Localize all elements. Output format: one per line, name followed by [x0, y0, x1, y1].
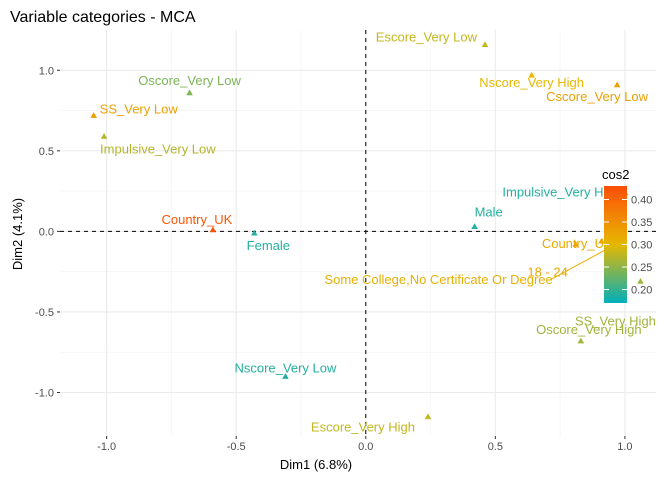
x-tick-label: -0.5 — [227, 441, 246, 453]
point-marker — [424, 413, 432, 420]
point-group: Female — [247, 229, 290, 253]
point-group: SS_Very Low — [90, 101, 179, 118]
x-tick-label: 0.5 — [488, 441, 503, 453]
point-marker — [282, 373, 289, 379]
y-tick-label: -1.0 — [35, 388, 54, 400]
point-label: Oscore_Very Low — [138, 73, 241, 88]
legend-title: cos2 — [602, 167, 629, 182]
x-tick-label: -1.0 — [97, 441, 116, 453]
point-label: Escore_Very Low — [376, 30, 478, 45]
point-label: Impulsive_Very High — [502, 185, 621, 200]
point-label: Some College,No Certificate Or Degree — [324, 272, 552, 287]
point-marker — [572, 240, 579, 247]
point-marker — [481, 41, 489, 47]
point-label: Male — [475, 205, 503, 220]
point-marker — [577, 337, 585, 344]
x-tick-label: 0.0 — [358, 441, 373, 453]
point-group: Oscore_Very High — [536, 322, 642, 344]
point-marker — [637, 278, 644, 284]
point-label: Oscore_Very High — [536, 322, 642, 337]
point-group: Oscore_Very Low — [138, 73, 241, 96]
y-tick-label: 0.0 — [39, 226, 54, 238]
legend-tick-label: 0.30 — [631, 240, 652, 252]
legend-ticks: 0.20 0.25 0.30 0.35 0.40 — [604, 195, 652, 297]
label-leader-line — [549, 248, 608, 281]
y-axis-ticks: -1.0 -0.5 0.0 0.5 1.0 — [35, 65, 60, 400]
point-label: Female — [247, 238, 290, 253]
x-axis-title: Dim1 (6.8%) — [280, 457, 352, 472]
point-marker — [186, 89, 193, 96]
y-tick-label: 1.0 — [39, 65, 54, 77]
point-group: Escore_Very Low — [376, 30, 489, 47]
plot-panel — [60, 30, 656, 436]
x-axis-ticks: -1.0 -0.5 0.0 0.5 1.0 — [97, 436, 633, 453]
point-marker — [209, 226, 217, 233]
point-label: Cscore_Very Low — [546, 89, 648, 104]
point-label: Nscore_Very High — [479, 75, 584, 90]
point-group: Escore_Very High — [311, 413, 432, 435]
point-group: Cscore_Very Low — [546, 81, 649, 104]
point-label: Impulsive_Very Low — [100, 141, 216, 156]
y-axis-title: Dim2 (4.1%) — [10, 198, 25, 270]
point-label: Escore_Very High — [311, 420, 415, 435]
panel-background — [60, 30, 656, 436]
point-group: Impulsive_Very Low — [100, 133, 216, 156]
legend-colorbar — [604, 186, 627, 303]
x-tick-label: 1.0 — [617, 441, 632, 453]
point-marker — [613, 81, 621, 88]
point-marker — [251, 229, 258, 236]
point-marker — [90, 112, 97, 118]
point-group: SS_Very High — [575, 278, 656, 328]
cos2-legend: cos2 0.20 0.25 0.30 0.35 0.40 — [602, 167, 652, 303]
point-marker — [528, 71, 535, 78]
point-marker — [471, 223, 478, 230]
point-group: Country_UK — [161, 212, 233, 233]
point-group: Nscore_Very High — [479, 71, 584, 90]
point-label: Country_USA — [542, 236, 622, 251]
y-tick-label: -0.5 — [35, 307, 54, 319]
chart-title: Variable categories - MCA — [10, 9, 196, 26]
point-group: Male — [471, 205, 503, 230]
point-label: SS_Very Low — [100, 101, 179, 116]
legend-tick-label: 0.40 — [631, 195, 652, 207]
y-tick-label: 0.5 — [39, 146, 54, 158]
point-marker — [100, 133, 108, 139]
point-label: Nscore_Very Low — [234, 360, 336, 375]
point-label: Country_UK — [161, 212, 232, 227]
point-marker — [598, 237, 605, 244]
data-points: Escore_Very Low Nscore_Very HighCscore_Ve… — [90, 30, 656, 435]
legend-tick-label: 0.35 — [631, 217, 652, 229]
legend-tick-label: 0.25 — [631, 262, 652, 274]
point-group: Nscore_Very Low — [234, 360, 337, 379]
point-group: Country_USA — [542, 236, 622, 251]
point-label: SS_Very High — [575, 313, 656, 328]
legend-tick-label: 0.20 — [631, 285, 652, 297]
